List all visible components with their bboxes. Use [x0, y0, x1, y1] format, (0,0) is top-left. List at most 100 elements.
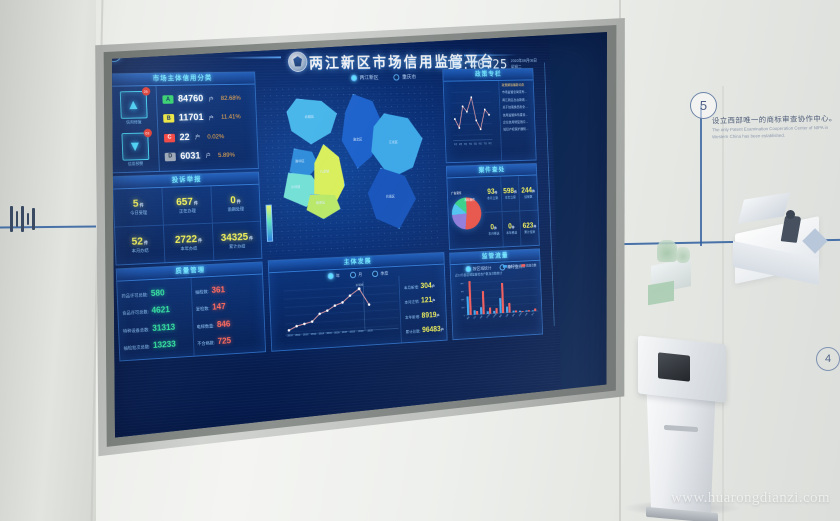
grade-unit: 户: [195, 135, 201, 141]
stat-value: 96483户: [422, 325, 444, 335]
quality-row: 不合格数: 725: [197, 334, 261, 347]
svg-text:合川: 合川: [530, 311, 535, 316]
credit-repair-label: 信用修复: [126, 119, 142, 125]
legend-swatch: [521, 264, 526, 267]
list-item[interactable]: 市场监管总局发布…: [501, 90, 528, 95]
svg-text:南岸: 南岸: [498, 313, 503, 318]
stat-cell: 93件 本月立案: [483, 176, 503, 213]
wall-illustration-plant: [676, 247, 690, 263]
legend-label: 检查户数: [507, 264, 518, 269]
list-item-header: 政策解读最新动态: [501, 83, 525, 88]
bar-chart-svg: 0 200 400 600 800: [461, 276, 538, 320]
grade-unit: 户: [205, 153, 212, 160]
credit-row: D 6031 户 5.89%: [164, 149, 258, 162]
svg-text:200: 200: [461, 307, 465, 309]
quality-row: 电梯数量: 846: [196, 317, 260, 330]
svg-text:6,000: 6,000: [284, 318, 285, 321]
panel-case-handling: 案件查处 商标案件 广告案件 93件 本月立案 598件: [445, 163, 540, 250]
region-map[interactable]: 北碚区 渝北区 江北区 渝中区 沙坪坝 九龙坡 南岸区 巴南区: [260, 83, 443, 253]
svg-text:800: 800: [461, 283, 465, 285]
credit-repair-button[interactable]: ▲ 26 信用修复: [119, 87, 150, 126]
wall-barcode-graphic: [10, 206, 35, 232]
radio-dot-icon: [393, 73, 400, 81]
wall-illustration-person-head: [786, 210, 795, 219]
quality-value: 725: [217, 336, 232, 347]
kiosk-body: [646, 392, 716, 518]
map-region-label: 九龙坡: [319, 169, 330, 174]
list-item[interactable]: 关于加强食品安全…: [502, 105, 528, 110]
svg-text:400: 400: [461, 299, 465, 301]
stat-cell: 244件 结案数: [518, 175, 538, 211]
government-emblem-icon: [287, 51, 308, 73]
chart-subtitle: 近12月各区域监管检查户数及次数统计: [454, 271, 503, 278]
stat-label: 本月新增:: [403, 284, 419, 290]
radio-dot-icon: [350, 74, 358, 81]
credit-action-icons: ▲ 26 信用修复 ▼ 63 信用预警: [112, 86, 159, 172]
kiosk-screen-window[interactable]: [658, 352, 690, 382]
svg-text:9月: 9月: [488, 141, 491, 145]
svg-text:2020: 2020: [367, 328, 373, 332]
svg-text:7月: 7月: [484, 141, 487, 145]
stat-cell: 2722件 本年办结: [164, 223, 214, 263]
quality-row: 抽检批次总数: 13233: [123, 339, 189, 352]
stat-row: 本月新增: 304户: [404, 280, 445, 290]
stat-cell: 598件 本年立案: [501, 175, 521, 212]
svg-text:2月: 2月: [459, 142, 462, 146]
list-item[interactable]: 信用监管体系建设…: [502, 112, 529, 117]
credit-warning-button[interactable]: ▼ 63 信用预警: [120, 128, 152, 167]
svg-text:1月: 1月: [454, 142, 457, 146]
grade-value: 22: [179, 132, 190, 143]
stat-row: 累计总数: 96483户: [405, 325, 446, 336]
list-item[interactable]: 两江新区出台新政…: [502, 97, 528, 102]
svg-text:长寿: 长寿: [524, 312, 529, 317]
quality-value: 13233: [152, 339, 176, 351]
grade-unit: 户: [208, 115, 215, 122]
policy-news-list[interactable]: 政策解读最新动态 市场监管总局发布… 两江新区出台新政… 关于加强食品安全… 信…: [498, 80, 536, 161]
stat-row: 本年新增: 8919户: [405, 310, 446, 320]
grade-percent: 0.02%: [207, 133, 225, 141]
wall-seam: [722, 86, 724, 521]
stat-row: 本月注销: 121户: [404, 295, 445, 305]
svg-text:渝中: 渝中: [511, 312, 516, 317]
panel-credit-classification: 市场主体信用分类 ▲ 26 信用修复 ▼: [112, 71, 259, 174]
pie-label: 广告案件: [451, 191, 462, 196]
badge-count: 26: [141, 87, 150, 97]
wall-left-panel: [0, 0, 96, 521]
quality-row: 复检数: 147: [196, 300, 260, 313]
stat-label: 本月立案: [487, 196, 499, 201]
stat-value: 8919户: [421, 310, 440, 320]
svg-text:2016: 2016: [334, 330, 340, 334]
svg-text:2013: 2013: [311, 332, 317, 336]
stat-cell: 0件 本月移送: [484, 211, 504, 248]
list-item[interactable]: 企业信用修复指引…: [503, 120, 529, 125]
watermark: www.huarongdianzi.com: [670, 490, 830, 506]
grade-badge: C: [163, 133, 176, 143]
line-chart-svg: 1月 2月 3月 4月 5月 6月 7月 9月: [451, 85, 493, 146]
grade-percent: 5.89%: [217, 151, 235, 159]
region-radio-group[interactable]: 两江新区 重庆市: [350, 73, 417, 82]
grade-value: 11701: [178, 112, 204, 124]
quality-label: 复检数:: [195, 306, 210, 312]
radio-chongqing[interactable]: 重庆市: [393, 73, 417, 81]
grade-badge: A: [162, 95, 174, 105]
stat-cell: 657件 正在办理: [162, 186, 213, 226]
svg-text:2010: 2010: [287, 333, 293, 337]
svg-text:2019: 2019: [358, 329, 364, 333]
radio-label: 重庆市: [402, 74, 417, 81]
arrow-down-icon: ▼ 63: [120, 128, 152, 161]
wall-illustration-plant: [657, 240, 677, 262]
stat-label: 今日受理: [130, 209, 148, 216]
stat-label: 累计办结: [229, 243, 246, 249]
radio-liangjiang[interactable]: 两江新区: [350, 74, 379, 82]
grade-percent: 11.41%: [220, 113, 241, 121]
svg-text:3,000: 3,000: [284, 326, 285, 329]
stat-cell: 34325件 累计办结: [212, 221, 261, 260]
stat-cell: 0件 逾期处理: [211, 184, 261, 224]
grade-value: 84760: [177, 93, 204, 105]
stat-value: 657件: [175, 196, 199, 208]
panel-policy-column: 政策专栏: [442, 67, 537, 164]
list-item[interactable]: 知识产权保护通知…: [503, 127, 529, 132]
quality-row: 药品许可总数: 580: [121, 286, 187, 299]
credit-row: A 84760 户 82.68%: [162, 93, 255, 105]
